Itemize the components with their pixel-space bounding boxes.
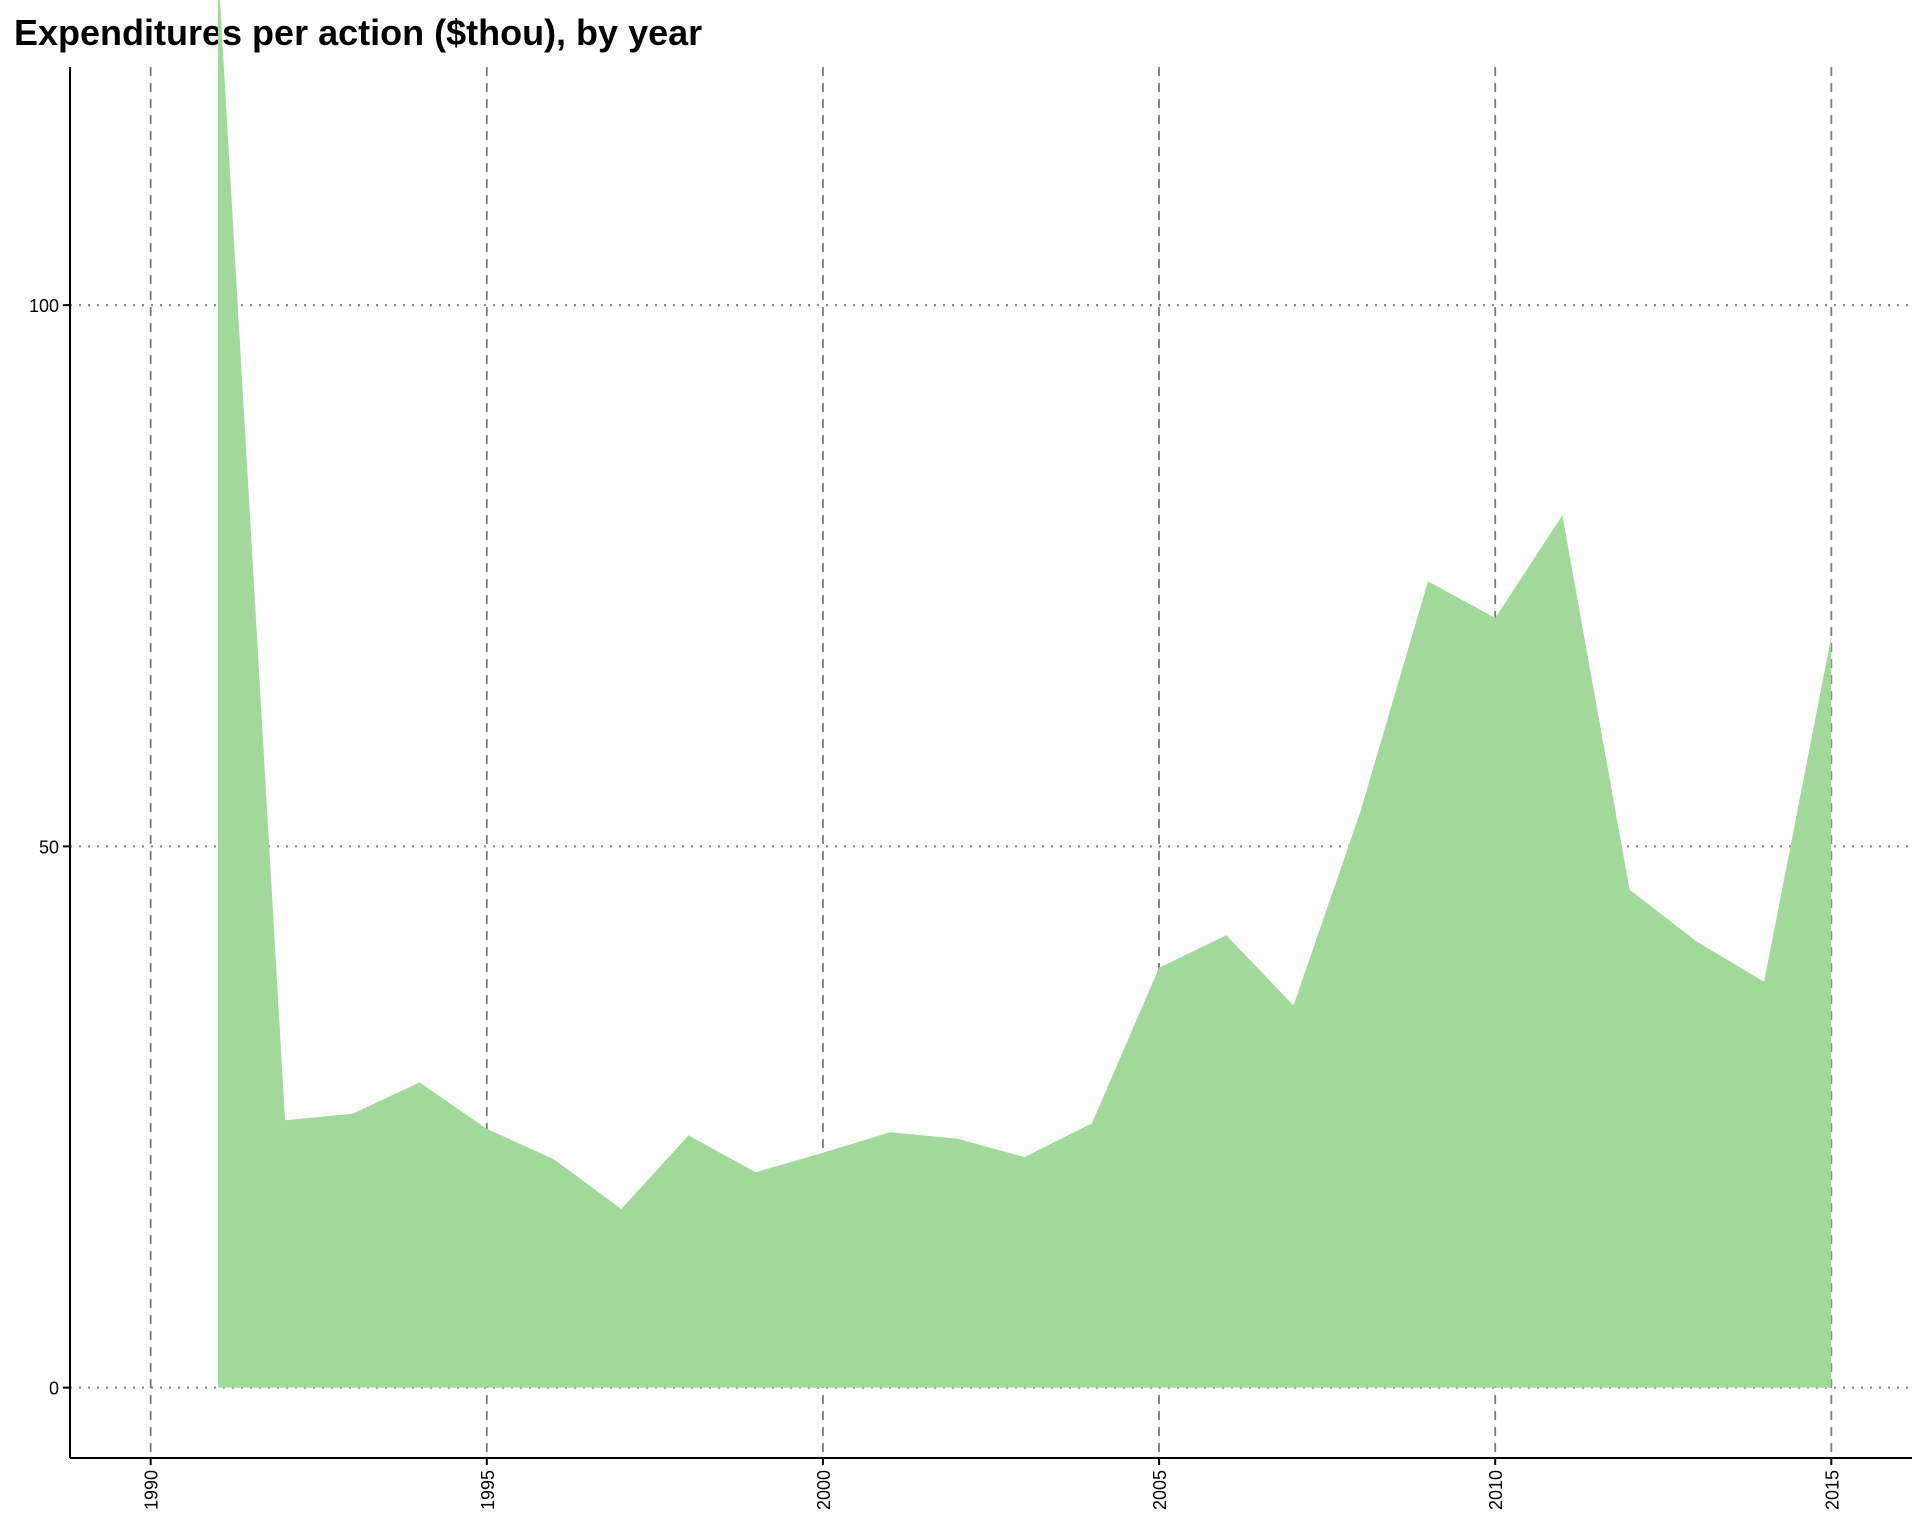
x-tick-label-2000: 2000 xyxy=(814,1470,834,1510)
y-tick-label-50: 50 xyxy=(39,837,59,857)
data-point-2003 xyxy=(1022,1154,1028,1160)
data-point-2002 xyxy=(954,1136,960,1142)
x-tick-label-2005: 2005 xyxy=(1150,1470,1170,1510)
data-point-1996 xyxy=(551,1156,557,1162)
data-point-2006 xyxy=(1223,932,1229,938)
data-point-2007 xyxy=(1291,1003,1297,1009)
data-point-1999 xyxy=(753,1169,759,1175)
x-tick-label-2010: 2010 xyxy=(1486,1470,1506,1510)
x-tick-label-1990: 1990 xyxy=(142,1470,162,1510)
data-point-2000 xyxy=(820,1150,826,1156)
data-point-2001 xyxy=(887,1129,893,1135)
data-point-2005 xyxy=(1156,965,1162,971)
tick-labels: 0 50 100 1990 1995 2000 2005 2010 2015 xyxy=(29,296,1842,1510)
data-point-1997 xyxy=(618,1206,624,1212)
axes xyxy=(63,67,1912,1465)
data-point-2014 xyxy=(1761,979,1767,985)
data-point-1993 xyxy=(349,1111,355,1117)
data-point-2012 xyxy=(1627,887,1633,893)
data-point-1994 xyxy=(417,1079,423,1085)
area-fill-series-0 xyxy=(217,0,1832,1388)
data-point-1992 xyxy=(282,1117,288,1123)
area-series xyxy=(217,0,1834,1388)
data-point-1995 xyxy=(484,1126,490,1132)
x-tick-label-1995: 1995 xyxy=(478,1470,498,1510)
data-point-2013 xyxy=(1694,939,1700,945)
chart-title: Expenditures per action ($thou), by year xyxy=(14,12,703,53)
y-tick-label-100: 100 xyxy=(29,296,59,316)
data-point-2010 xyxy=(1492,615,1498,621)
data-point-2011 xyxy=(1559,512,1565,518)
data-point-2004 xyxy=(1089,1121,1095,1127)
data-point-2015 xyxy=(1828,633,1834,639)
data-point-1998 xyxy=(685,1132,691,1138)
data-point-2008 xyxy=(1358,808,1364,814)
x-tick-label-2015: 2015 xyxy=(1822,1470,1842,1510)
y-tick-label-0: 0 xyxy=(49,1379,59,1399)
data-point-2009 xyxy=(1425,578,1431,584)
